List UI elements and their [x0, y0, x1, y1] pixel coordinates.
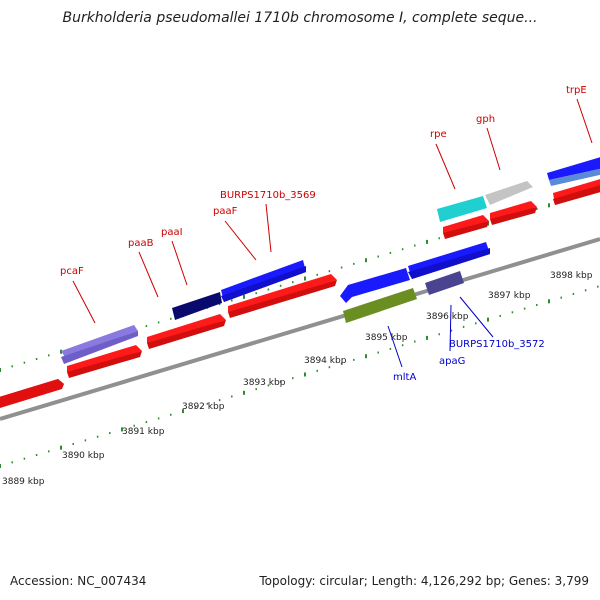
topology-summary: Topology: circular; Length: 4,126,292 bp… — [259, 574, 589, 588]
leader-paaB — [138, 251, 159, 298]
gene-label-apaG: apaG — [439, 356, 465, 367]
cds-feature — [67, 345, 142, 372]
leader-apaG — [449, 304, 452, 352]
cds-feature — [147, 320, 226, 349]
leader-trpE — [576, 98, 593, 144]
gene-trpE-light — [549, 168, 600, 186]
gene-features-reverse — [340, 242, 490, 323]
gene-paaF-shade — [221, 266, 306, 302]
scale-label: 3890 kbp — [62, 451, 105, 461]
cds-feature — [443, 215, 489, 233]
gene-features-forward — [61, 157, 600, 364]
gene-reverse-blue-2-shade — [408, 248, 490, 279]
gene-paaI — [172, 292, 222, 320]
scale-label: 3897 kbp — [488, 291, 531, 301]
gene-pcaF-shade — [61, 331, 138, 364]
scale-label: 3892 kbp — [182, 402, 225, 412]
scale-label: 3898 kbp — [550, 271, 593, 281]
leader-paaF — [224, 220, 257, 261]
gene-rpe — [437, 196, 487, 222]
lower-tick-row — [0, 285, 599, 468]
gene-label-rpe: rpe — [430, 129, 447, 140]
scale-labels: 3889 kbp 3890 kbp 3891 kbp 3892 kbp 3893… — [2, 271, 593, 487]
gene-reverse-blue — [340, 268, 410, 303]
scale-label: 3895 kbp — [365, 333, 408, 343]
gene-gph — [485, 181, 533, 205]
scale-label: 3894 kbp — [304, 356, 347, 366]
leader-paaI — [171, 240, 188, 286]
gene-label-BURPS1710b_3569: BURPS1710b_3569 — [220, 190, 316, 201]
cds-features — [0, 179, 600, 408]
cds-feature — [443, 221, 489, 239]
cds-feature — [490, 201, 537, 219]
leader-rpe — [435, 143, 456, 190]
gene-label-paaB: paaB — [128, 238, 154, 249]
gene-trpE — [547, 157, 600, 180]
gene-label-paaF: paaF — [213, 206, 238, 217]
cds-feature — [67, 351, 142, 378]
scale-label: 3891 kbp — [122, 427, 165, 437]
gene-mltA — [343, 288, 417, 323]
cds-feature — [228, 280, 337, 318]
accession-text: Accession: NC_007434 — [10, 574, 147, 588]
leader-BURPS1710b_3569 — [265, 203, 272, 253]
gene-label-paaI: paaI — [161, 227, 183, 238]
gene-label-gph: gph — [476, 114, 495, 125]
scale-label: 3889 kbp — [2, 477, 45, 487]
gene-label-BURPS1710b_3572: BURPS1710b_3572 — [449, 339, 545, 350]
label-leader-lines — [72, 98, 593, 368]
leader-pcaF — [72, 280, 96, 324]
gene-label-trpE: trpE — [566, 85, 587, 96]
cds-feature — [0, 379, 64, 408]
gene-labels: pcaF paaB paaI paaF BURPS1710b_3569 rpe … — [60, 85, 587, 383]
map-title: Burkholderia pseudomallei 1710b chromoso… — [62, 10, 538, 26]
genome-backbone — [0, 237, 600, 421]
cds-feature — [490, 207, 537, 225]
gene-label-pcaF: pcaF — [60, 266, 84, 277]
gene-apaG — [425, 271, 464, 295]
leader-mltA — [387, 325, 403, 368]
leader-gph — [486, 127, 501, 171]
gene-pcaF — [61, 325, 138, 357]
gene-label-mltA: mltA — [393, 372, 416, 383]
scale-label: 3896 kbp — [426, 312, 469, 322]
scale-label: 3893 kbp — [243, 378, 286, 388]
cds-feature — [553, 185, 600, 205]
leader-BURPS1710b_3572 — [459, 296, 494, 338]
cds-feature — [147, 314, 226, 343]
cds-feature — [228, 274, 337, 312]
